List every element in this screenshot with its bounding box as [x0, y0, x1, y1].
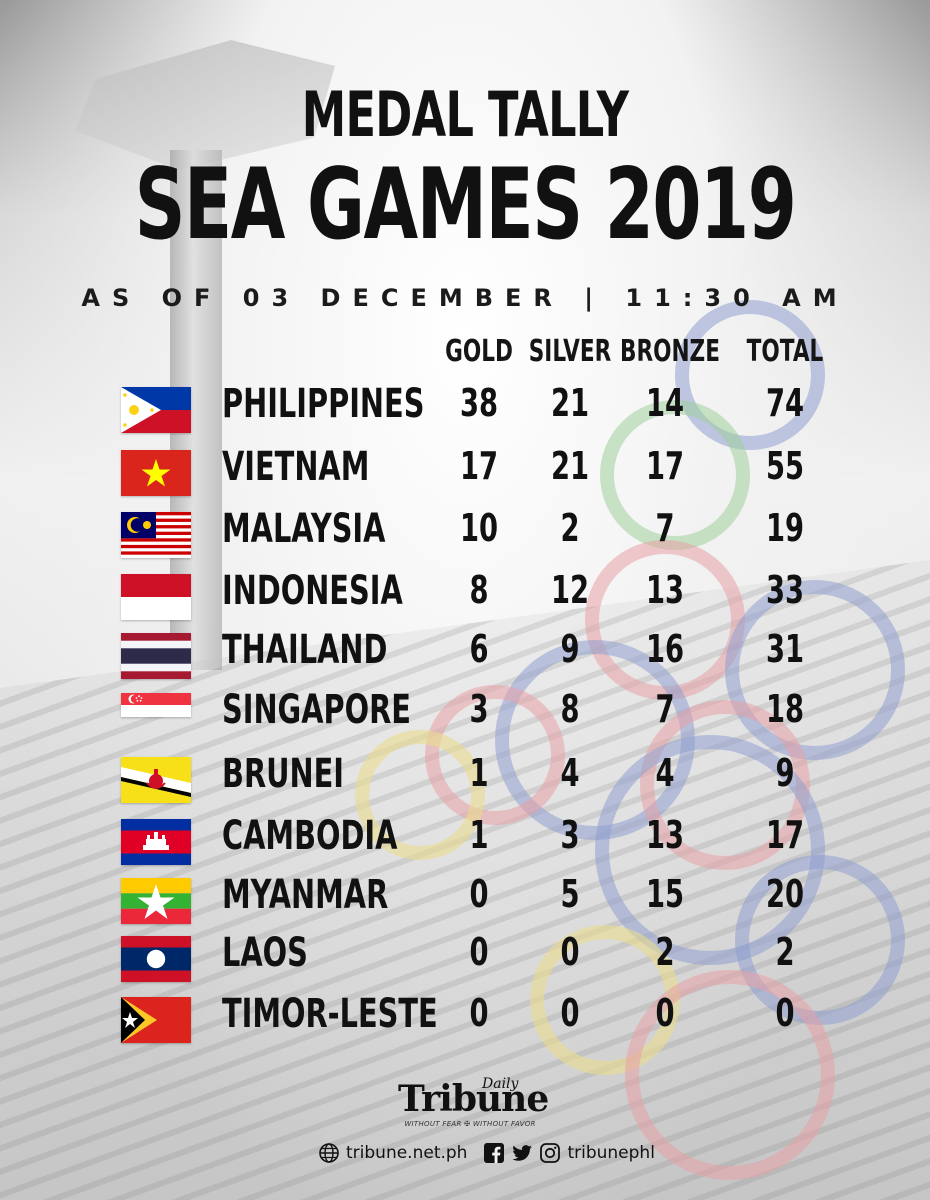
silver-count: 12 [550, 568, 590, 612]
silver-count: 4 [560, 751, 580, 795]
logo-name: Tribune [398, 1078, 549, 1120]
silver-count: 0 [560, 991, 580, 1035]
title-medal-tally: MEDAL TALLY [301, 78, 629, 151]
silver-count: 5 [560, 872, 580, 916]
bronze-count: 17 [645, 444, 685, 488]
bronze-count: 7 [655, 687, 675, 731]
total-count: 31 [765, 627, 805, 671]
instagram-icon[interactable] [539, 1142, 561, 1164]
gold-count: 0 [469, 930, 489, 974]
cambodia-flag [121, 819, 191, 865]
total-count: 33 [765, 568, 805, 612]
bronze-count: 7 [655, 506, 675, 550]
table-row: THAILAND 6 9 16 31 [0, 627, 930, 691]
bronze-count: 14 [645, 381, 685, 425]
brunei-flag [121, 757, 191, 803]
total-count: 17 [765, 813, 805, 857]
table-row: CAMBODIA 1 3 13 17 [0, 813, 930, 877]
gold-count: 38 [459, 381, 499, 425]
gold-count: 3 [469, 687, 489, 731]
country-name: MALAYSIA [222, 506, 386, 552]
country-name: TIMOR-LESTE [222, 991, 438, 1037]
social-footer: tribune.net.ph tribunephl [318, 1140, 671, 1166]
silver-count: 9 [560, 627, 580, 671]
daily-tribune-logo: Daily Tribune WITHOUT FEAR ✠ WITHOUT FAV… [398, 1072, 549, 1132]
country-name: BRUNEI [222, 751, 345, 797]
silver-count: 8 [560, 687, 580, 731]
gold-count: 6 [469, 627, 489, 671]
total-count: 20 [765, 872, 805, 916]
malaysia-flag [121, 512, 191, 558]
total-count: 18 [765, 687, 805, 731]
silver-count: 21 [550, 381, 590, 425]
country-name: MYANMAR [222, 872, 389, 918]
total-count: 55 [765, 444, 805, 488]
table-row: VIETNAM 17 21 17 55 [0, 444, 930, 508]
bronze-count: 13 [645, 813, 685, 857]
bronze-count: 15 [645, 872, 685, 916]
logo-daily: Daily [482, 1076, 519, 1092]
bronze-count: 13 [645, 568, 685, 612]
bronze-count: 16 [645, 627, 685, 671]
gold-count: 1 [469, 813, 489, 857]
title-sea-games: SEA GAMES 2019 [134, 148, 797, 262]
table-row: MYANMAR 0 5 15 20 [0, 872, 930, 936]
country-name: INDONESIA [222, 568, 403, 614]
country-name: PHILIPPINES [222, 381, 425, 427]
silver-count: 3 [560, 813, 580, 857]
globe-icon[interactable] [318, 1142, 340, 1164]
table-row: INDONESIA 8 12 13 33 [0, 568, 930, 632]
indonesia-flag [121, 574, 191, 620]
silver-count: 21 [550, 444, 590, 488]
table-row: MALAYSIA 10 2 7 19 [0, 506, 930, 570]
column-header-total: TOTAL [746, 334, 824, 369]
table-row: TIMOR-LESTE 0 0 0 0 [0, 991, 930, 1055]
total-count: 0 [775, 991, 795, 1035]
singapore-flag [121, 693, 191, 717]
website-link[interactable]: tribune.net.ph [346, 1143, 468, 1163]
column-header-silver: SILVER [528, 334, 612, 369]
as-of-date: AS OF 03 DECEMBER | 11:30 AM [81, 284, 849, 312]
table-row: PHILIPPINES 38 21 14 74 [0, 381, 930, 445]
gold-count: 17 [459, 444, 499, 488]
gold-count: 1 [469, 751, 489, 795]
table-row: SINGAPORE 3 8 7 18 [0, 687, 930, 751]
silver-count: 0 [560, 930, 580, 974]
facebook-icon[interactable] [483, 1142, 505, 1164]
table-row: LAOS 0 0 2 2 [0, 930, 930, 994]
gold-count: 0 [469, 872, 489, 916]
country-name: VIETNAM [222, 444, 370, 490]
timor-leste-flag [121, 997, 191, 1043]
instagram-handle[interactable]: tribunephl [567, 1143, 655, 1163]
bronze-count: 4 [655, 751, 675, 795]
philippines-flag [121, 387, 191, 433]
thailand-flag [121, 633, 191, 679]
total-count: 19 [765, 506, 805, 550]
column-header-bronze: BRONZE [620, 334, 720, 369]
column-header-gold: GOLD [445, 334, 513, 369]
gold-count: 0 [469, 991, 489, 1035]
logo-tagline: WITHOUT FEAR ✠ WITHOUT FAVOR [404, 1120, 536, 1128]
table-row: BRUNEI 1 4 4 9 [0, 751, 930, 815]
bronze-count: 0 [655, 991, 675, 1035]
myanmar-flag [121, 878, 191, 924]
silver-count: 2 [560, 506, 580, 550]
laos-flag [121, 936, 191, 982]
total-count: 9 [775, 751, 795, 795]
country-name: SINGAPORE [222, 687, 411, 733]
twitter-icon[interactable] [511, 1142, 533, 1164]
country-name: THAILAND [222, 627, 388, 673]
vietnam-flag [121, 450, 191, 496]
country-name: LAOS [222, 930, 308, 976]
country-name: CAMBODIA [222, 813, 398, 859]
gold-count: 10 [459, 506, 499, 550]
total-count: 2 [775, 930, 795, 974]
total-count: 74 [765, 381, 805, 425]
bronze-count: 2 [655, 930, 675, 974]
gold-count: 8 [469, 568, 489, 612]
